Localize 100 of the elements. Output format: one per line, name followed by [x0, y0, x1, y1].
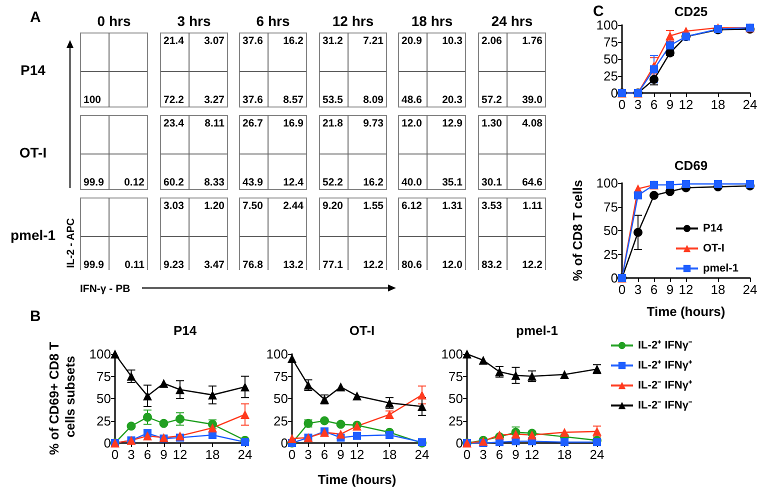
- text: 72.2: [163, 94, 184, 106]
- text: 6 hrs: [256, 13, 290, 29]
- text: 20.3: [442, 94, 463, 106]
- text: 1.20: [204, 200, 224, 212]
- y-tick-label: 25: [96, 413, 111, 428]
- legend-label: IL-2⁺ IFNγ⁻: [638, 340, 692, 352]
- text: 12.0: [402, 118, 422, 130]
- point: [353, 432, 361, 440]
- x-tick-label: 24: [590, 447, 604, 462]
- point: [241, 438, 249, 446]
- legend-label: pmel-1: [703, 262, 738, 274]
- x-tick-label: 12: [678, 97, 694, 112]
- y-tick-label: 75: [604, 34, 618, 50]
- text: 21.4: [163, 35, 184, 47]
- y-tick-label: 75: [604, 199, 618, 214]
- text: 3.03: [163, 200, 184, 212]
- x-tick-label: 18: [382, 447, 397, 462]
- x-tick-label: 18: [557, 447, 572, 462]
- text: 12.2: [362, 259, 384, 271]
- text: 60.2: [163, 176, 184, 188]
- x-tick-label: 3: [634, 97, 642, 112]
- text: 57.2: [481, 94, 502, 106]
- point: [511, 370, 520, 380]
- x-tick-label: 3: [480, 447, 487, 462]
- text: 18 hrs: [411, 13, 453, 29]
- point: [386, 430, 394, 439]
- point: [288, 434, 296, 444]
- text: 83.2: [481, 259, 502, 271]
- text: 7.21: [362, 35, 384, 47]
- point: [746, 180, 754, 188]
- x-tick-label: 9: [512, 447, 520, 462]
- x-tick-label: 9: [666, 282, 674, 297]
- point: [462, 350, 472, 358]
- y-tick-label: 25: [604, 68, 618, 84]
- x-tick-label: 24: [742, 282, 758, 297]
- point: [634, 191, 642, 200]
- y-tick-label: 100: [441, 346, 463, 362]
- point: [126, 372, 136, 381]
- text: 99.9: [84, 259, 104, 271]
- point: [560, 428, 569, 437]
- y-tick-label: 100: [596, 18, 618, 32]
- legend-label: IL-2⁻ IFNγ⁻: [638, 400, 692, 412]
- point: [650, 190, 658, 200]
- text: C: [593, 3, 604, 20]
- point: [560, 370, 569, 379]
- x-axis-title: Time (hours): [646, 304, 726, 319]
- point: [418, 402, 426, 412]
- y-tick-label: 100: [596, 176, 618, 190]
- y-tick-label: 0: [104, 436, 111, 450]
- y-tick-label: 100: [266, 346, 288, 362]
- text: 76.8: [242, 259, 264, 271]
- y-axis-title: % of CD8 T cells: [570, 180, 585, 282]
- point: [176, 385, 184, 394]
- text: 4.08: [522, 118, 542, 130]
- chart-title: P14: [173, 323, 198, 338]
- x-tick-label: 3: [634, 282, 642, 297]
- y-tick-label: 50: [604, 52, 618, 66]
- x-tick-label: 6: [496, 447, 504, 462]
- y-tick-label: 50: [96, 391, 111, 406]
- text: B: [30, 308, 41, 325]
- point: [336, 382, 346, 392]
- text: IL-2 - APC: [65, 218, 77, 268]
- text: 39.0: [522, 94, 542, 106]
- x-tick-label: 3: [304, 447, 312, 462]
- legend-label: IL-2⁺ IFNγ⁺: [638, 360, 692, 372]
- x-tick-label: 6: [650, 282, 658, 297]
- text: 9.73: [362, 118, 384, 130]
- text: 12.2: [522, 259, 542, 271]
- text: 16.2: [362, 176, 384, 188]
- text: 16.9: [283, 118, 304, 130]
- text: 7.50: [242, 200, 264, 212]
- x-tick-label: 24: [742, 97, 758, 112]
- text: 52.2: [322, 176, 343, 188]
- x-axis-title: Time (hours): [318, 472, 396, 487]
- x-tick-label: 6: [650, 97, 658, 112]
- text: 40.0: [402, 176, 422, 188]
- point: [650, 65, 658, 74]
- text: 30.1: [481, 176, 502, 188]
- x-tick-label: 3: [128, 447, 135, 462]
- x-tick-label: 24: [238, 447, 252, 462]
- text: 24 hrs: [490, 13, 532, 29]
- x-tick-label: 9: [160, 447, 168, 462]
- text: 8.57: [283, 94, 304, 106]
- text: 8.33: [204, 176, 224, 188]
- x-tick-label: 12: [350, 447, 364, 462]
- x-tick-label: 18: [710, 97, 726, 112]
- point: [666, 180, 674, 189]
- text: 31.2: [322, 35, 343, 47]
- x-tick-label: 9: [666, 97, 674, 112]
- y-tick-label: 50: [604, 223, 618, 238]
- x-tick-label: 24: [414, 447, 430, 462]
- point: [208, 423, 217, 432]
- text: 0.11: [124, 259, 145, 271]
- y-tick-label: 0: [456, 436, 463, 450]
- text: 1.31: [442, 200, 463, 212]
- text: A: [30, 9, 41, 26]
- y-tick-label: 50: [274, 391, 288, 406]
- point: [478, 356, 488, 365]
- text: 2.44: [283, 200, 304, 212]
- point: [143, 431, 152, 440]
